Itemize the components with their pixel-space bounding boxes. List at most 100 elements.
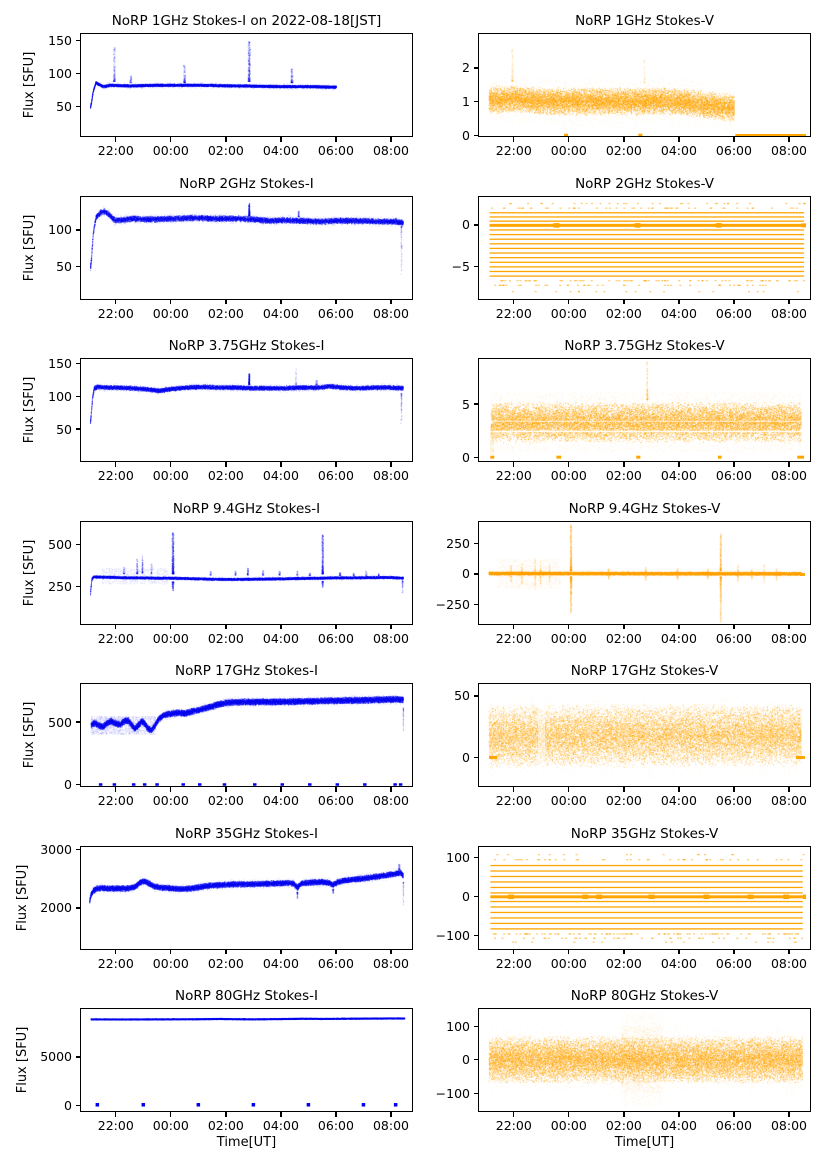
y-axis-label: Flux [SFU] — [22, 539, 38, 606]
y-tick-label: 50 — [56, 98, 72, 114]
y-tick-label: 0 — [462, 1052, 470, 1068]
x-tick-label: 08:00 — [770, 793, 807, 808]
y-tick-mark — [75, 849, 80, 851]
y-tick-mark — [473, 134, 478, 137]
scatter-canvas — [478, 33, 811, 137]
x-tick-mark — [623, 624, 625, 629]
x-tick-mark — [170, 299, 172, 304]
subplot-17ghz-stokes-i: NoRP 17GHz Stokes-I Flux [SFU] 0 500 22:00… — [22, 663, 413, 808]
x-tick-label: 22:00 — [495, 793, 532, 808]
y-tick-label: 50 — [56, 421, 72, 437]
x-tick-label: 22:00 — [495, 468, 532, 483]
x-tick-mark — [678, 1112, 680, 1117]
y-tick-mark — [75, 721, 80, 723]
x-tick-mark — [678, 787, 680, 792]
x-tick-label: 06:00 — [715, 468, 752, 483]
x-tick-label: 04:00 — [262, 143, 299, 158]
y-tick-mark — [75, 544, 80, 546]
x-tick-mark — [513, 299, 515, 304]
x-tick-mark — [623, 787, 625, 792]
x-tick-mark — [115, 137, 117, 142]
subplot-3-75ghz-stokes-i: NoRP 3.75GHz Stokes-I Flux [SFU] 50 100 15… — [22, 338, 413, 483]
subplot-9-4ghz-stokes-i: NoRP 9.4GHz Stokes-I Flux [SFU] 250 500 22… — [22, 501, 413, 646]
x-tick-label: 22:00 — [97, 468, 134, 483]
x-tick-label: 06:00 — [715, 955, 752, 971]
x-tick-label: 06:00 — [317, 793, 354, 808]
x-tick-mark — [390, 299, 392, 304]
y-axis-label: Flux [SFU] — [22, 701, 38, 769]
x-tick-mark — [623, 462, 625, 467]
x-tick-label: 06:00 — [317, 955, 354, 971]
subplot-1ghz-stokes-i: NoRP 1GHz Stokes-I on 2022-08-18[JST] Fl… — [22, 13, 413, 158]
x-tick-label: 02:00 — [207, 955, 244, 971]
subplot-title: NoRP 17GHz Stokes-V — [570, 663, 719, 679]
x-tick-label: 08:00 — [372, 793, 409, 808]
x-tick-label: 02:00 — [207, 793, 244, 808]
x-tick-mark — [390, 949, 392, 954]
x-tick-label: 02:00 — [207, 468, 244, 483]
x-tick-mark — [280, 137, 282, 142]
y-tick-label: 50 — [454, 688, 470, 704]
y-tick-label: 0 — [64, 1097, 72, 1113]
y-axis-label: Flux [SFU] — [22, 376, 38, 444]
x-tick-mark — [678, 137, 680, 142]
x-tick-label: 08:00 — [372, 630, 409, 646]
y-tick-mark — [75, 362, 80, 364]
x-tick-label: 00:00 — [550, 1118, 587, 1133]
subplot-17ghz-stokes-v: NoRP 17GHz Stokes-V 0 50 22:00 00:00 02:00 04… — [454, 663, 811, 808]
x-tick-mark — [280, 1112, 282, 1117]
x-tick-mark — [788, 1112, 790, 1117]
y-tick-label: 1 — [462, 94, 470, 110]
x-tick-label: 02:00 — [207, 630, 244, 646]
y-tick-mark — [473, 756, 478, 759]
x-tick-mark — [170, 949, 172, 954]
y-tick-mark — [473, 101, 478, 103]
subplot-title: NoRP 9.4GHz Stokes-I — [172, 500, 321, 517]
x-tick-label: 04:00 — [660, 1118, 697, 1133]
x-tick-mark — [568, 462, 570, 467]
scatter-canvas — [80, 683, 413, 787]
y-tick-label: 150 — [48, 33, 72, 49]
x-tick-label: 06:00 — [317, 630, 354, 646]
y-tick-label: −100 — [435, 1085, 470, 1101]
x-tick-mark — [390, 624, 392, 629]
x-tick-label: 06:00 — [715, 305, 752, 321]
x-tick-label: 00:00 — [550, 955, 587, 971]
x-tick-mark — [568, 787, 570, 792]
y-tick-label: 100 — [48, 66, 72, 82]
y-tick-mark — [473, 266, 478, 268]
subplot-title: NoRP 9.4GHz Stokes-V — [568, 500, 721, 517]
x-tick-mark — [115, 949, 117, 954]
x-tick-mark — [335, 787, 337, 792]
subplot-title: NoRP 2GHz Stokes-I — [179, 175, 314, 192]
scatter-canvas — [80, 845, 413, 950]
subplot-80ghz-stokes-i: NoRP 80GHz Stokes-I Flux [SFU] Time[UT] … — [15, 988, 413, 1150]
x-tick-label: 02:00 — [207, 305, 244, 321]
y-tick-mark — [473, 1025, 478, 1028]
x-tick-mark — [623, 949, 625, 954]
x-tick-mark — [225, 624, 227, 629]
y-tick-mark — [473, 856, 478, 858]
x-tick-mark — [170, 787, 172, 792]
y-tick-mark — [473, 1059, 478, 1061]
subplot-title: NoRP 80GHz Stokes-I — [175, 988, 318, 1004]
x-tick-label: 06:00 — [317, 305, 354, 321]
x-tick-mark — [513, 624, 515, 629]
x-tick-mark — [280, 299, 282, 304]
x-tick-mark — [225, 462, 227, 467]
scatter-canvas — [478, 683, 811, 787]
x-tick-label: 22:00 — [495, 630, 532, 646]
y-tick-label: 5 — [462, 396, 470, 412]
y-tick-mark — [473, 542, 478, 544]
subplot-title: NoRP 2GHz Stokes-V — [575, 175, 714, 192]
y-tick-label: 250 — [446, 535, 470, 551]
x-tick-mark — [225, 299, 227, 304]
x-tick-mark — [733, 462, 735, 467]
y-tick-label: 0 — [462, 450, 470, 466]
scatter-canvas — [80, 195, 413, 300]
x-tick-mark — [788, 787, 790, 792]
x-tick-mark — [115, 299, 117, 304]
x-tick-label: 06:00 — [715, 793, 752, 808]
x-tick-mark — [280, 949, 282, 954]
